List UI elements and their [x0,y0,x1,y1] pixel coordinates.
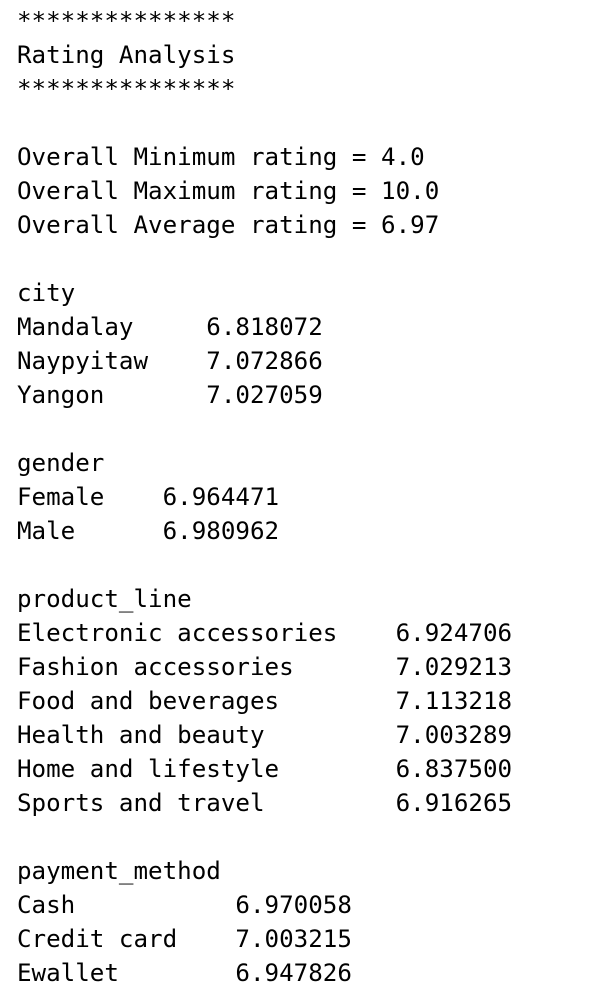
city-row: Mandalay 6.818072 [17,313,323,341]
product-line-row: Food and beverages 7.113218 [17,687,513,715]
product-line-row: Sports and travel 6.916265 [17,789,513,817]
overall-min-line: Overall Minimum rating = 4.0 [17,143,425,171]
product-line-row: Home and lifestyle 6.837500 [17,755,513,783]
product-line-row: Electronic accessories 6.924706 [17,619,513,647]
product-line-row: Health and beauty 7.003289 [17,721,513,749]
report-title: Rating Analysis [17,41,236,69]
overall-max-line: Overall Maximum rating = 10.0 [17,177,440,205]
payment-method-row: Credit card 7.003215 [17,925,352,953]
banner-top: *************** [17,7,236,35]
blank-line [17,106,608,140]
blank-line [17,412,608,446]
blank-line [17,820,608,854]
product-line-header: product_line [17,585,192,613]
banner-bottom: *************** [17,75,236,103]
product-line-row: Fashion accessories 7.029213 [17,653,513,681]
payment-method-row: Cash 6.970058 [17,891,352,919]
overall-avg-line: Overall Average rating = 6.97 [17,211,440,239]
city-row: Naypyitaw 7.072866 [17,347,323,375]
payment-method-header: payment_method [17,857,221,885]
gender-header: gender [17,449,105,477]
blank-line [17,548,608,582]
gender-row: Male 6.980962 [17,517,280,545]
blank-line [17,242,608,276]
payment-method-row: Ewallet 6.947826 [17,959,352,987]
city-row: Yangon 7.027059 [17,381,323,409]
gender-row: Female 6.964471 [17,483,280,511]
city-header: city [17,279,76,307]
